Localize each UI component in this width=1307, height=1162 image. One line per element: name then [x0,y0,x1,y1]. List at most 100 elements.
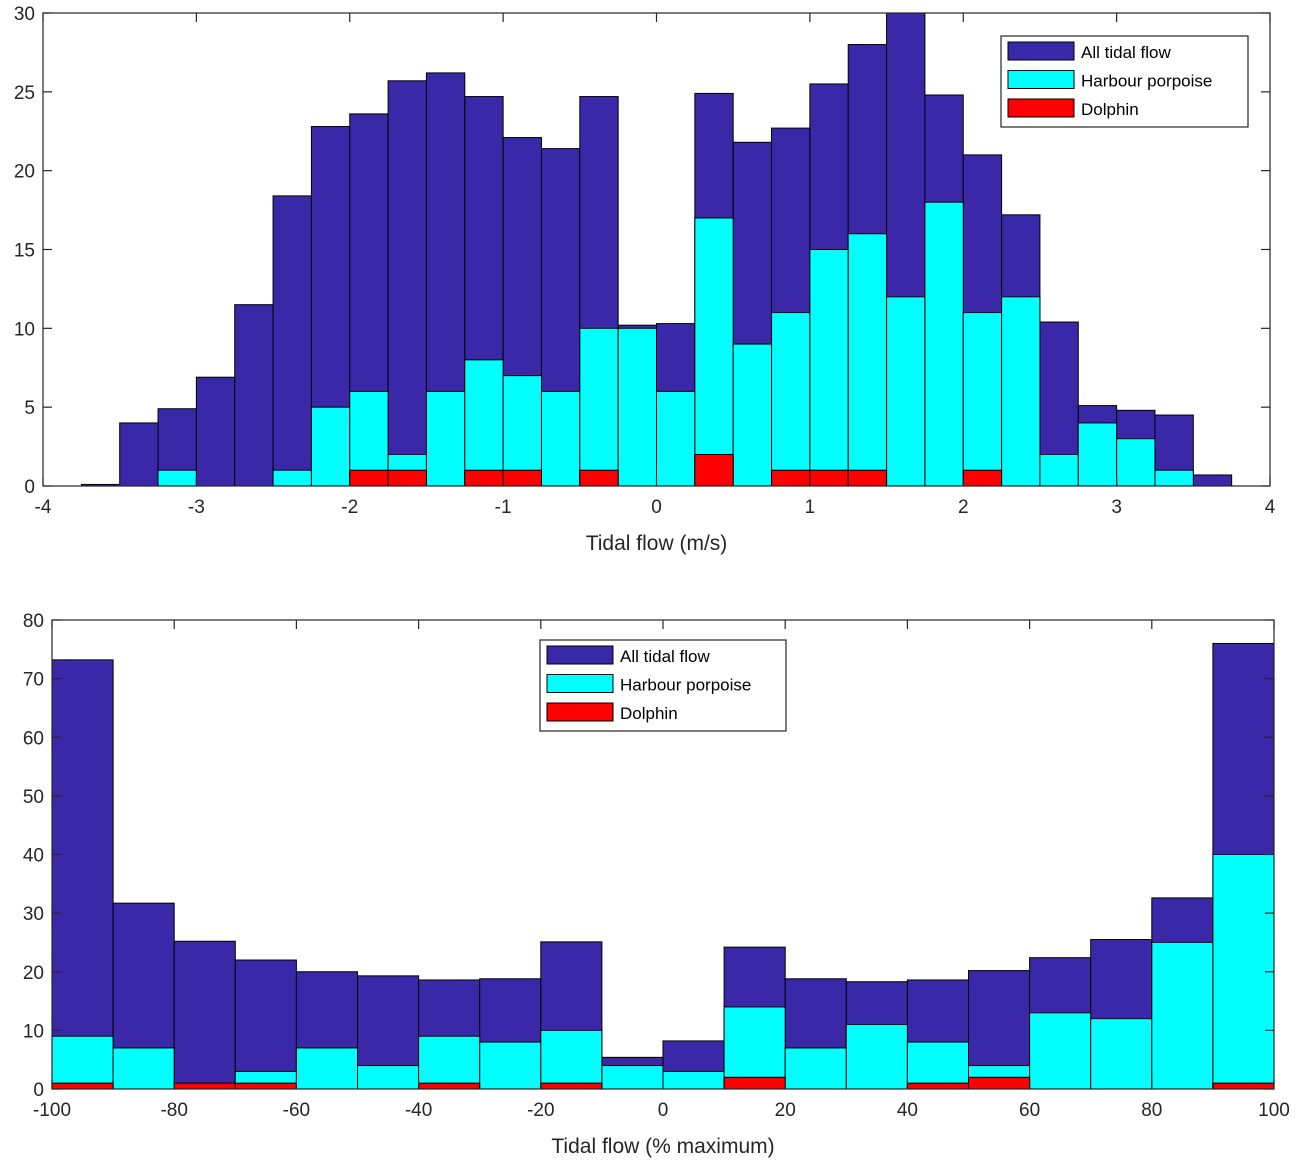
bar [387,469,427,487]
legend-swatch [546,645,614,665]
bar [234,959,297,1090]
legend-swatch [1007,41,1075,61]
x-tick-label: 0 [651,497,662,518]
bar [723,1076,786,1090]
x-tick-label: 4 [1265,497,1276,518]
x-axis-title: Tidal flow (m/s) [586,532,728,555]
legend-swatch [546,702,614,722]
bar [1212,854,1275,1090]
y-tick-label: 30 [14,4,35,25]
y-tick-label: 10 [14,319,35,340]
x-tick-label: -1 [495,497,512,518]
bar [1116,438,1156,487]
bar [464,469,504,487]
x-tick-label: -20 [527,1100,554,1121]
bar [425,390,466,487]
bar [962,469,1003,487]
bar [157,469,197,487]
y-tick-label: 80 [23,611,44,632]
bar [540,390,581,487]
legend-label: All tidal flow [620,647,710,666]
legend-swatch [1007,70,1075,89]
bar [234,1082,297,1090]
bar [845,1024,908,1090]
bar [694,453,734,487]
legend-label: Dolphin [620,704,678,723]
x-tick-label: -3 [188,497,205,518]
x-tick-label: 40 [897,1100,918,1121]
x-tick-label: -80 [160,1100,187,1121]
bar [540,1082,603,1090]
bar [847,469,888,487]
y-tick-label: 20 [14,162,35,183]
bar [1151,941,1214,1090]
bar [662,1070,725,1090]
bar [112,1047,175,1090]
bar [540,1029,603,1090]
bar [771,469,811,487]
bar [387,80,427,487]
bar [784,1047,847,1090]
legend: All tidal flow Harbour porpoise Dolphin [539,639,787,732]
y-tick-label: 20 [23,963,44,984]
bar [968,1076,1031,1090]
legend-swatch [546,674,614,693]
bar [119,422,159,487]
bar [771,312,811,487]
bar [295,1047,358,1090]
x-tick-label: 0 [658,1100,669,1121]
bar [962,312,1003,487]
bar [694,217,734,487]
bar [1090,1018,1153,1090]
bar [906,1082,970,1090]
bar [502,375,542,487]
x-tick-label: 2 [958,497,969,518]
legend-label: Harbour porpoise [620,676,751,695]
x-axis-title: Tidal flow (% maximum) [551,1135,774,1158]
bar [579,469,619,487]
bar [1212,1082,1275,1090]
y-tick-label: 30 [23,904,44,925]
x-tick-label: 1 [805,497,816,518]
legend-label: Harbour porpoise [1081,72,1212,91]
bar [1077,422,1118,487]
bar [51,1035,114,1090]
bar [418,1035,481,1090]
y-tick-label: 5 [24,398,35,419]
x-tick-label: -100 [33,1100,71,1121]
legend-swatch [1007,98,1075,118]
bar [656,390,696,487]
bar [809,249,849,487]
bar [886,296,926,487]
x-tick-label: 60 [1019,1100,1040,1121]
bar [349,469,389,487]
bar [272,469,312,487]
x-tick-label: 80 [1141,1100,1162,1121]
bar [502,469,542,487]
x-tick-label: 20 [775,1100,796,1121]
y-tick-label: 25 [14,83,35,104]
x-tick-label: 3 [1111,497,1122,518]
y-tick-label: 60 [23,728,44,749]
bar [809,469,849,487]
bar [234,304,274,487]
bar [357,1065,420,1090]
x-tick-label: -40 [405,1100,432,1121]
bar [1154,469,1194,487]
tidal-flow-percent-histogram: -100 -80 -60 -40 -20 0 20 40 60 80 100 0 10 20 30 40 50 6… [23,611,1290,1158]
x-tick-label: -4 [35,497,52,518]
bar [732,343,773,487]
bar [418,1082,481,1090]
y-tick-label: 0 [24,477,35,498]
y-tick-label: 40 [23,846,44,867]
y-tick-label: 50 [23,787,44,808]
bar [617,327,657,487]
bar [1001,296,1041,487]
bar [847,233,888,487]
y-tick-label: 70 [23,670,44,691]
bar [51,659,114,1090]
x-tick-label: -2 [341,497,358,518]
bar [173,1082,236,1090]
bar [1029,1012,1092,1090]
bar [1039,453,1079,487]
